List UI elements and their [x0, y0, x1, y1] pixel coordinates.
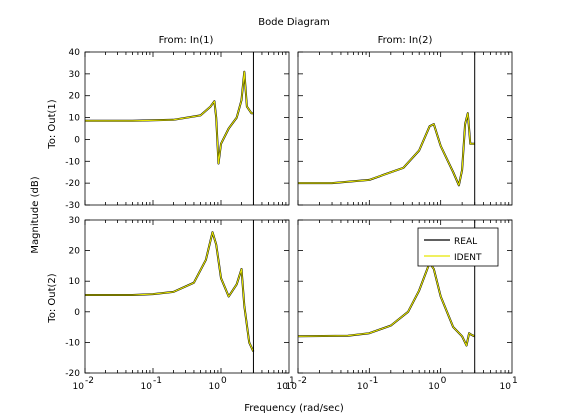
x-tick-label-base: 10 — [428, 382, 440, 392]
y-tick-label: 10 — [69, 114, 81, 124]
legend: REAL IDENT — [417, 227, 499, 267]
y-tick-label: -20 — [65, 179, 80, 189]
x-tick-label-base: 10 — [277, 382, 289, 392]
x-tick-label-exp: 0 — [441, 376, 447, 386]
y-tick-label: 20 — [69, 247, 81, 257]
x-axis-label: Frequency (rad/sec) — [244, 403, 344, 414]
panels: -30-20-10010203040-20-10010203010-210-11… — [65, 48, 517, 392]
x-tick-label-exp: -1 — [369, 376, 378, 386]
x-tick-label-base: 10 — [286, 382, 298, 392]
x-tick-label-base: 10 — [209, 382, 221, 392]
y-tick-label: -20 — [65, 369, 80, 379]
y-tick-label: 0 — [74, 135, 80, 145]
plot-area — [85, 220, 289, 373]
panel-out1-in1: -30 -20 -10 0 10 20 30 40 — [65, 48, 290, 211]
y-tick-label: 30 — [69, 216, 81, 226]
panel-out1-in2 — [297, 51, 513, 206]
y-tick-label: 40 — [69, 48, 81, 58]
x-tick-label-base: 10 — [141, 382, 153, 392]
col-title-2: From: In(2) — [378, 35, 433, 46]
series-ident — [85, 231, 254, 352]
x-tick-label-exp: 1 — [289, 376, 295, 386]
series-ident — [298, 112, 475, 186]
y-tick-label: -30 — [65, 201, 80, 211]
row-title-1: To: Out(1) — [47, 99, 58, 149]
x-tick-label-base: 10 — [500, 382, 512, 392]
plot-area — [85, 52, 289, 205]
y-tick-label: -10 — [65, 338, 80, 348]
axes-frame — [297, 51, 513, 206]
x-tick-label-exp: -2 — [298, 376, 307, 386]
x-tick-label-exp: 0 — [221, 376, 227, 386]
row-title-2: To: Out(2) — [47, 273, 58, 323]
x-tick-label-exp: -2 — [85, 376, 94, 386]
x-tick-label-base: 10 — [73, 382, 85, 392]
plot-area — [298, 52, 512, 205]
y-tick-label: -10 — [65, 157, 80, 167]
x-tick-label-exp: -1 — [153, 376, 162, 386]
col-title-1: From: In(1) — [159, 35, 214, 46]
y-axis-label: Magnitude (dB) — [30, 176, 41, 253]
legend-box — [417, 227, 499, 267]
y-tick-label: 30 — [69, 70, 81, 80]
y-tick-label: 0 — [74, 308, 80, 318]
y-tick-label: 10 — [69, 277, 81, 287]
axes-frame — [84, 51, 290, 206]
chart-title: Bode Diagram — [258, 17, 330, 28]
legend-label: REAL — [454, 237, 477, 247]
axes-frame — [297, 219, 513, 374]
x-tick-label-base: 10 — [357, 382, 369, 392]
y-tick-label: 20 — [69, 92, 81, 102]
series-ident — [85, 71, 254, 165]
x-tick-label-exp: 1 — [512, 376, 518, 386]
legend-label: IDENT — [454, 253, 482, 263]
series-ident — [297, 262, 475, 347]
axes-frame — [84, 219, 290, 374]
